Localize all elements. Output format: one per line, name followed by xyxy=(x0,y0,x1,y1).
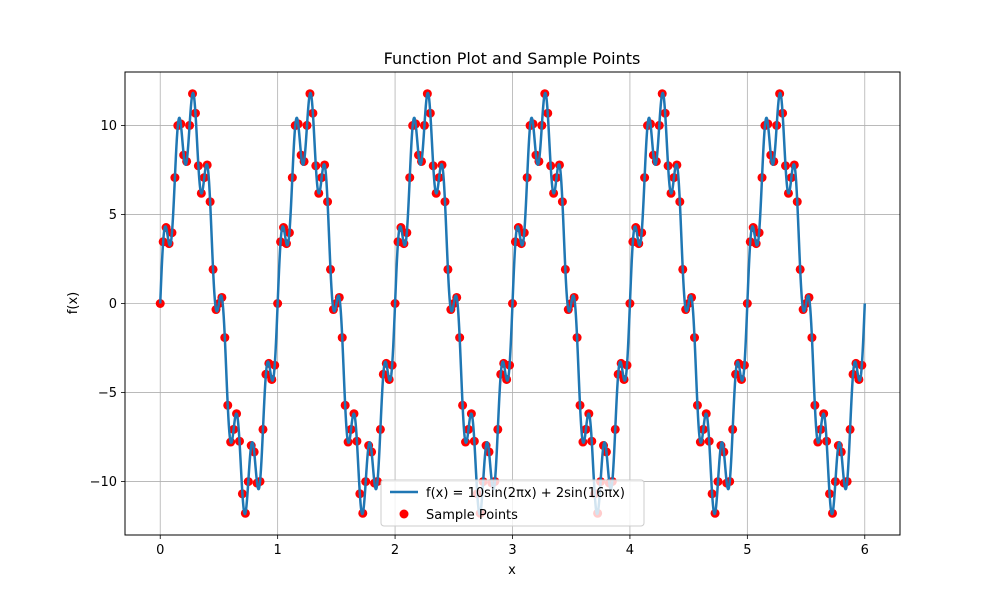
y-tick-label: 10 xyxy=(100,119,117,134)
legend-label-function: f(x) = 10sin(2πx) + 2sin(16πx) xyxy=(426,486,625,501)
x-tick-label: 5 xyxy=(743,543,751,558)
x-tick-label: 2 xyxy=(391,543,399,558)
y-tick-label: −5 xyxy=(98,386,117,401)
legend: f(x) = 10sin(2πx) + 2sin(16πx) Sample Po… xyxy=(380,479,645,527)
ticks: 0 1 2 3 4 5 6 −10 −5 0 5 10 xyxy=(90,119,869,558)
y-axis-label: f(x) xyxy=(66,292,81,314)
x-tick-label: 0 xyxy=(156,543,164,558)
chart-title: Function Plot and Sample Points xyxy=(384,49,641,68)
x-axis-label: x xyxy=(508,563,516,578)
x-tick-label: 3 xyxy=(508,543,516,558)
x-tick-label: 6 xyxy=(861,543,869,558)
y-tick-label: 5 xyxy=(109,208,117,223)
legend-box xyxy=(380,479,645,527)
x-tick-label: 1 xyxy=(274,543,282,558)
y-tick-label: 0 xyxy=(109,297,117,312)
legend-label-samples: Sample Points xyxy=(426,508,518,523)
plot-area xyxy=(155,89,867,518)
y-tick-label: −10 xyxy=(90,475,117,490)
legend-scatter-marker xyxy=(399,509,409,519)
line-layer xyxy=(158,91,867,516)
function-line xyxy=(158,91,867,516)
x-tick-label: 4 xyxy=(626,543,634,558)
